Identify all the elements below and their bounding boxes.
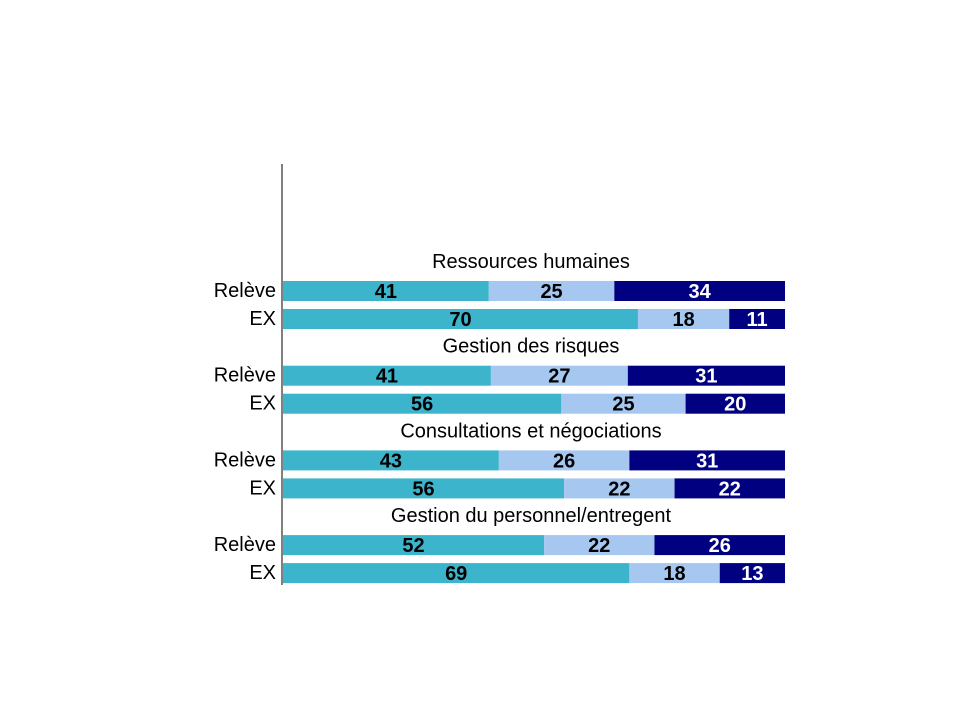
data-label: 22: [719, 478, 741, 500]
row-label: EX: [249, 477, 276, 499]
row-label: Relève: [214, 280, 276, 302]
data-label: 56: [412, 478, 434, 500]
data-label: 22: [588, 535, 610, 557]
data-label: 56: [411, 394, 433, 416]
bar-segment: [561, 393, 686, 414]
bar-segment: [627, 365, 785, 386]
data-label: 25: [612, 394, 634, 416]
group-title: Consultations et négociations: [400, 420, 661, 442]
data-label: 69: [445, 563, 467, 585]
data-label: 41: [375, 281, 397, 303]
data-label: 18: [672, 309, 694, 331]
bar-segment: [283, 563, 630, 584]
data-label: 70: [449, 309, 471, 331]
bar-segment: [637, 309, 730, 329]
bar-segment: [283, 365, 491, 386]
row-label: Relève: [214, 365, 276, 387]
data-label: 52: [402, 535, 424, 557]
bar-segment: [283, 393, 562, 414]
bar-segment: [614, 281, 785, 301]
data-label: 31: [695, 366, 717, 388]
data-label: 41: [376, 366, 398, 388]
data-label: 20: [724, 394, 746, 416]
data-label: 18: [663, 563, 685, 585]
bar-segment: [283, 478, 565, 499]
row-label: EX: [249, 562, 276, 584]
bar-segment: [488, 281, 615, 301]
bar-segment: [629, 563, 720, 584]
bar-segment: [729, 309, 785, 329]
data-label: 26: [709, 535, 731, 557]
group-title: Gestion des risques: [443, 336, 620, 358]
bar-segment: [498, 450, 630, 471]
group-title: Ressources humaines: [432, 251, 630, 273]
bar-segment: [674, 478, 785, 499]
data-label: 22: [608, 478, 630, 500]
bar-segment: [283, 535, 545, 556]
data-label: 34: [689, 281, 712, 303]
bar-segment: [283, 309, 638, 329]
bar-segment: [283, 450, 499, 471]
data-label: 11: [747, 309, 768, 331]
data-label: 27: [548, 366, 570, 388]
bar-segment: [283, 281, 489, 301]
bar-segment: [719, 563, 785, 584]
row-label: EX: [249, 393, 276, 415]
group-title: Gestion du personnel/entregent: [391, 505, 672, 527]
bar-segment: [654, 535, 785, 556]
data-label: 43: [380, 450, 402, 472]
plot-area: Ressources humaines Relève 41 25 34 EX 70 18 11 G…: [214, 251, 785, 585]
data-label: 25: [540, 281, 562, 303]
row-label: Relève: [214, 449, 276, 471]
data-label: 13: [741, 563, 763, 585]
bar-segment: [564, 478, 675, 499]
row-label: EX: [249, 308, 276, 330]
row-label: Relève: [214, 534, 276, 556]
data-label: 26: [553, 450, 575, 472]
data-label: 31: [696, 450, 718, 472]
bar-segment: [544, 535, 655, 556]
bar-segment: [629, 450, 785, 471]
bar-segment: [685, 393, 785, 414]
bar-segment: [490, 365, 628, 386]
